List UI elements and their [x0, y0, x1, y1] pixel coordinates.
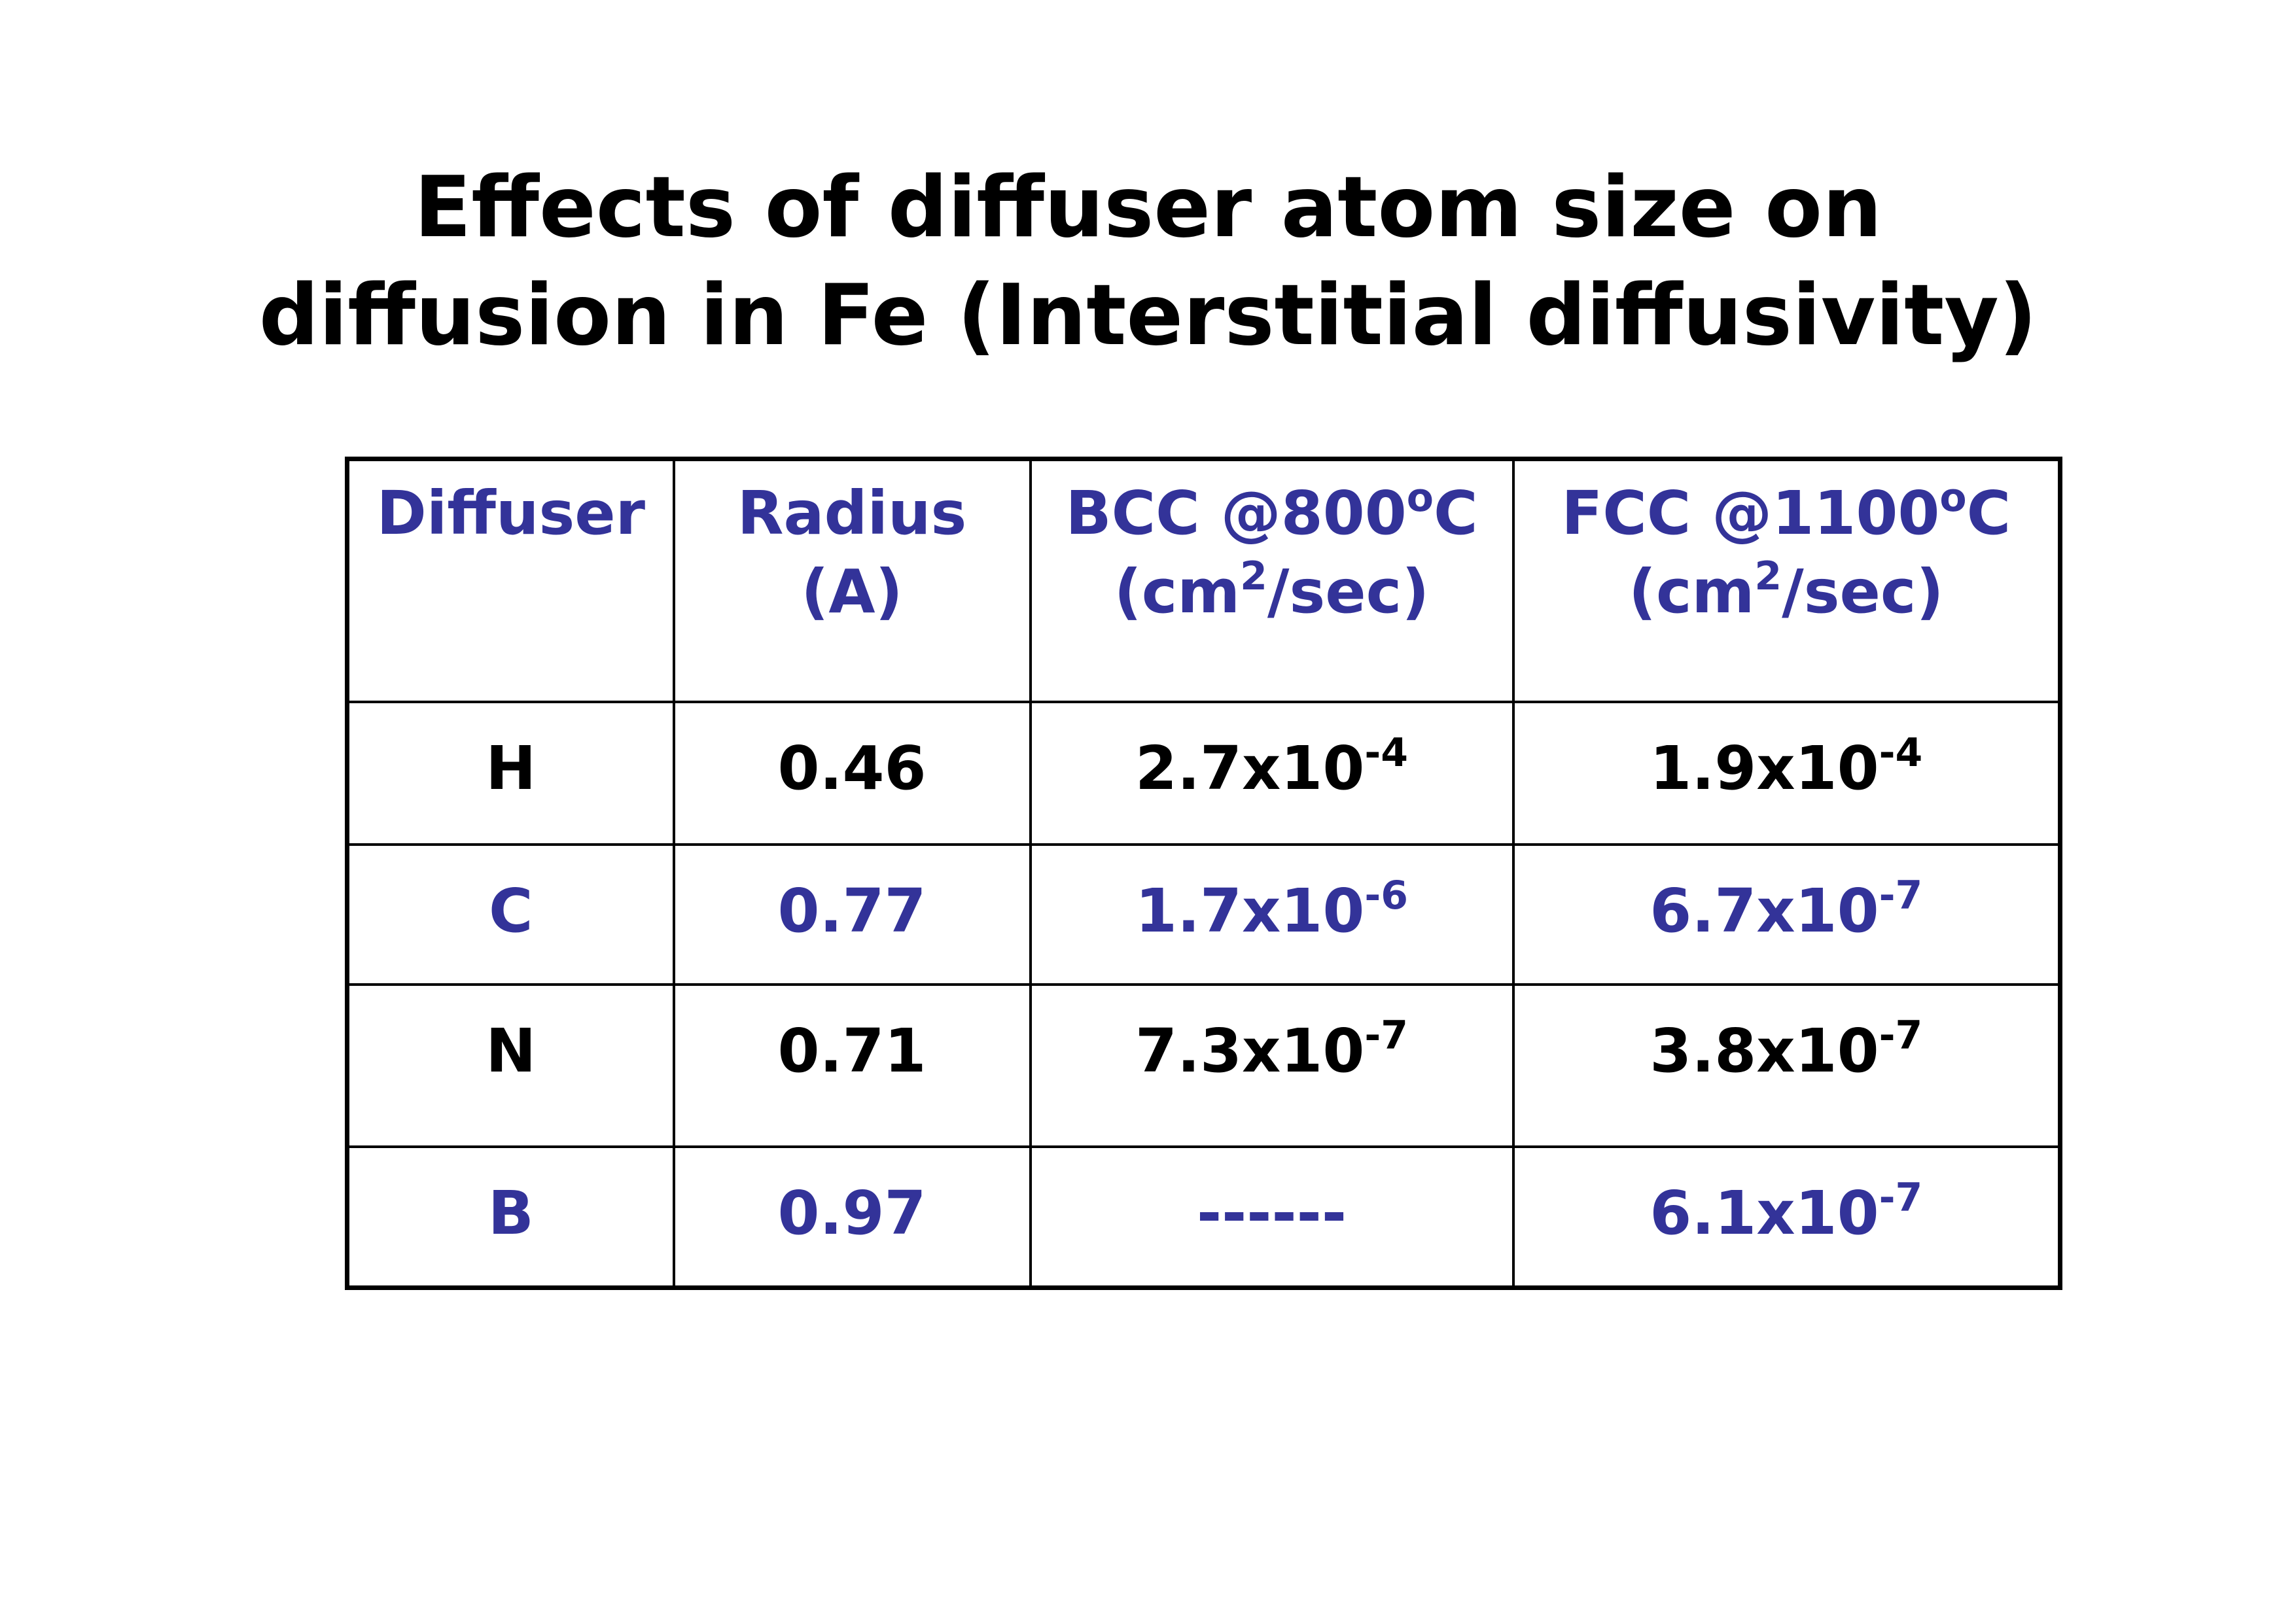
cell-line: 2.7x10-4: [1032, 729, 1512, 808]
cell-text: Diffuser: [376, 478, 645, 548]
table-cell: 0.71: [672, 983, 1032, 1148]
cell-text: (cm: [1628, 557, 1755, 627]
title-line: Effects of diffuser atom size on: [414, 159, 1882, 256]
cell-line: (cm2/sec): [1515, 553, 2058, 631]
cell-line: FCC @1100oC: [1515, 474, 2058, 553]
cell-text: /sec): [1782, 557, 1944, 627]
cell-text: ------: [1196, 1178, 1347, 1248]
cell-line: 6.1x10-7: [1515, 1174, 2058, 1253]
cell-line: 3.8x10-7: [1515, 1012, 2058, 1091]
cell-line: (A): [675, 553, 1029, 631]
data-row: N 0.71 7.3x10-7 3.8x10-7: [345, 983, 2062, 1148]
cell-text: H: [486, 733, 537, 803]
superscript: -6: [1364, 872, 1408, 918]
cell-text: 1.7x10: [1135, 875, 1365, 946]
cell-line: H: [349, 729, 673, 808]
table-cell: N: [345, 983, 675, 1148]
cell-line: (cm2/sec): [1032, 553, 1512, 631]
header-cell: Radius (A): [672, 457, 1032, 703]
table-cell: 6.7x10-7: [1511, 843, 2062, 986]
cell-line: ------: [1032, 1174, 1512, 1253]
cell-text: 1.9x10: [1650, 733, 1879, 803]
superscript: o: [1939, 475, 1967, 521]
cell-text: 7.3x10: [1135, 1015, 1365, 1086]
cell-line: 1.9x10-4: [1515, 729, 2058, 808]
cell-line: 0.97: [675, 1174, 1029, 1253]
header-cell: BCC @800oC (cm2/sec): [1029, 457, 1515, 703]
cell-text: 6.1x10: [1650, 1178, 1879, 1248]
cell-text: 0.46: [777, 733, 927, 803]
cell-line: 0.46: [675, 729, 1029, 808]
cell-line: Diffuser: [349, 474, 673, 553]
cell-text: N: [486, 1015, 537, 1086]
slide-title: Effects of diffuser atom size on diffusio…: [0, 154, 2296, 370]
data-row: H 0.46 2.7x10-4 1.9x10-4: [345, 700, 2062, 846]
table-cell: 3.8x10-7: [1511, 983, 2062, 1148]
superscript: -4: [1364, 729, 1408, 776]
cell-text: BCC @800: [1065, 478, 1407, 548]
table-cell: 2.7x10-4: [1029, 700, 1515, 846]
cell-text: C: [1966, 478, 2011, 548]
cell-line: 0.77: [675, 872, 1029, 951]
cell-line: 7.3x10-7: [1032, 1012, 1512, 1091]
cell-line: 0.71: [675, 1012, 1029, 1091]
diffusion-table: Diffuser Radius (A) BCC @800oC (cm2/sec) FCC …: [345, 457, 2062, 1290]
cell-line: C: [349, 872, 673, 951]
table-cell: 1.7x10-6: [1029, 843, 1515, 986]
table-cell: 1.9x10-4: [1511, 700, 2062, 846]
table-cell: 0.46: [672, 700, 1032, 846]
superscript: -7: [1364, 1012, 1408, 1058]
table-cell: 0.97: [672, 1145, 1032, 1289]
cell-text: C: [1433, 478, 1478, 548]
superscript: -7: [1879, 1174, 1923, 1221]
table-body: Diffuser Radius (A) BCC @800oC (cm2/sec) FCC …: [345, 457, 2062, 1289]
header-row: Diffuser Radius (A) BCC @800oC (cm2/sec) FCC …: [345, 457, 2062, 703]
cell-text: C: [488, 875, 533, 946]
table-cell: H: [345, 700, 675, 846]
superscript: -7: [1879, 1012, 1923, 1058]
data-row: C 0.77 1.7x10-6 6.7x10-7: [345, 843, 2062, 986]
superscript: 2: [1240, 553, 1267, 599]
cell-text: 6.7x10: [1650, 875, 1879, 946]
cell-text: 3.8x10: [1650, 1015, 1879, 1086]
cell-text: B: [487, 1178, 534, 1248]
cell-text: Radius: [737, 478, 967, 548]
cell-line: Radius: [675, 474, 1029, 553]
cell-text: /sec): [1267, 557, 1430, 627]
header-cell: Diffuser: [345, 457, 675, 703]
cell-text: (A): [801, 557, 903, 627]
cell-text: 2.7x10: [1135, 733, 1365, 803]
header-cell: FCC @1100oC (cm2/sec): [1511, 457, 2062, 703]
cell-line: 1.7x10-6: [1032, 872, 1512, 951]
table-cell: 6.1x10-7: [1511, 1145, 2062, 1289]
cell-text: 0.77: [777, 875, 927, 946]
superscript: o: [1406, 475, 1434, 521]
cell-text: 0.97: [777, 1178, 927, 1248]
cell-text: (cm: [1114, 557, 1241, 627]
cell-text: FCC @1100: [1561, 478, 1940, 548]
cell-line: BCC @800oC: [1032, 474, 1512, 553]
table-cell: B: [345, 1145, 675, 1289]
table-cell: ------: [1029, 1145, 1515, 1289]
superscript: 2: [1754, 553, 1782, 599]
cell-text: 0.71: [777, 1015, 927, 1086]
cell-line: N: [349, 1012, 673, 1091]
cell-line: B: [349, 1174, 673, 1253]
superscript: -4: [1879, 729, 1923, 776]
table-cell: 7.3x10-7: [1029, 983, 1515, 1148]
table-cell: 0.77: [672, 843, 1032, 986]
superscript: -7: [1879, 872, 1923, 918]
cell-line: 6.7x10-7: [1515, 872, 2058, 951]
data-row: B 0.97 ------ 6.1x10-7: [345, 1145, 2062, 1289]
table-cell: C: [345, 843, 675, 986]
title-line: diffusion in Fe (Interstitial diffusivit…: [258, 267, 2038, 364]
